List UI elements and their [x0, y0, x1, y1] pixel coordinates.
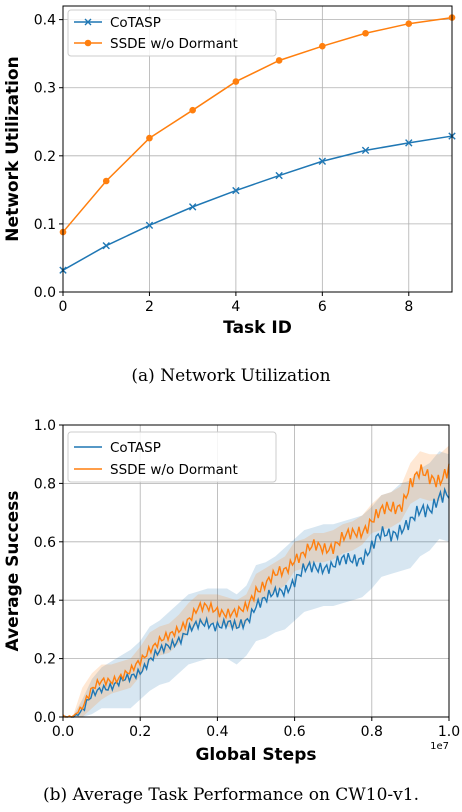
data-point — [275, 57, 283, 64]
x-axis-label: Task ID — [223, 318, 292, 338]
y-tick-label: 1.0 — [34, 418, 56, 434]
x-tick-label: 8 — [404, 299, 413, 315]
plot-frame — [62, 5, 453, 293]
ticks: 0.0 0.2 0.4 0.6 0.8 1.0 0.0 0.2 0.4 0.6 0.8 1.0 — [34, 418, 460, 740]
data-point — [361, 146, 370, 155]
data-point — [405, 20, 413, 28]
series-line — [62, 463, 450, 718]
legend-box — [67, 431, 277, 483]
legend-label: SSDE w/o Dormant — [110, 36, 238, 52]
data-point — [362, 29, 369, 37]
data-point — [188, 203, 197, 211]
y-tick-label: 0.3 — [34, 81, 56, 97]
y-tick-label: 0.2 — [34, 652, 56, 668]
y-tick-label: 0.1 — [34, 217, 56, 233]
x-tick-label: 0.6 — [283, 724, 305, 740]
series-layer — [62, 463, 450, 718]
y-tick-label: 0.4 — [34, 593, 56, 609]
y-tick-label: 0.2 — [34, 149, 56, 165]
confidence-band — [63, 445, 449, 717]
y-tick-label: 0.4 — [34, 13, 56, 29]
data-point — [405, 139, 413, 147]
y-tick-label: 0.6 — [34, 535, 56, 551]
figure-caption: (b) Average Task Performance on CW10-v1. — [43, 785, 419, 805]
legend-label: SSDE w/o Dormant — [110, 462, 238, 478]
legend-marker — [84, 18, 92, 26]
x-tick-label: 2 — [145, 299, 154, 315]
y-axis-label: Average Success — [3, 491, 23, 652]
data-point — [318, 157, 327, 165]
data-point — [145, 221, 154, 229]
x-tick-label: 6 — [318, 299, 327, 315]
y-tick-label: 0.0 — [34, 710, 56, 726]
x-axis-offset-label: 1e7 — [430, 741, 449, 752]
data-point — [102, 242, 110, 250]
legend-box — [67, 9, 277, 57]
ticks: 0 2 4 6 8 0.0 0.1 0.2 0.3 0.4 — [34, 13, 414, 315]
data-point — [275, 171, 283, 180]
data-point — [232, 78, 240, 85]
x-tick-label: 0.8 — [361, 724, 383, 740]
y-tick-label: 0.0 — [34, 285, 56, 301]
x-tick-label: 0 — [59, 299, 68, 315]
y-tick-label: 0.8 — [34, 476, 56, 492]
series-line — [62, 486, 450, 718]
x-tick-label: 0.0 — [52, 724, 74, 740]
legend-label: CoTASP — [110, 440, 161, 456]
plot-frame — [62, 424, 450, 718]
data-point — [232, 186, 240, 195]
data-point — [189, 106, 196, 114]
x-tick-label: 4 — [231, 299, 240, 315]
x-tick-label: 1.0 — [438, 724, 460, 740]
legend-label: CoTASP — [110, 15, 161, 31]
legend-marker — [84, 39, 92, 47]
legend: CoTASP SSDE w/o Dormant — [67, 9, 277, 57]
x-tick-label: 0.4 — [206, 724, 228, 740]
x-axis-label: Global Steps — [195, 745, 316, 765]
legend: CoTASP SSDE w/o Dormant — [67, 431, 277, 483]
series-line — [62, 16, 453, 233]
y-axis-label: Network Utilization — [3, 56, 23, 241]
figure-caption: (a) Network Utilization — [131, 366, 330, 386]
chart-average-success: 0.0 0.2 0.4 0.6 0.8 1.0 0.0 0.2 0.4 0.6 0.8 1.0 1e7… — [3, 418, 460, 805]
data-point — [102, 177, 110, 185]
chart-network-utilization: 0 2 4 6 8 0.0 0.1 0.2 0.3 0.4 Task ID Network Uti… — [3, 5, 456, 386]
data-point — [319, 42, 326, 50]
x-tick-label: 0.2 — [129, 724, 151, 740]
series-line — [62, 135, 453, 271]
data-point — [146, 134, 153, 142]
